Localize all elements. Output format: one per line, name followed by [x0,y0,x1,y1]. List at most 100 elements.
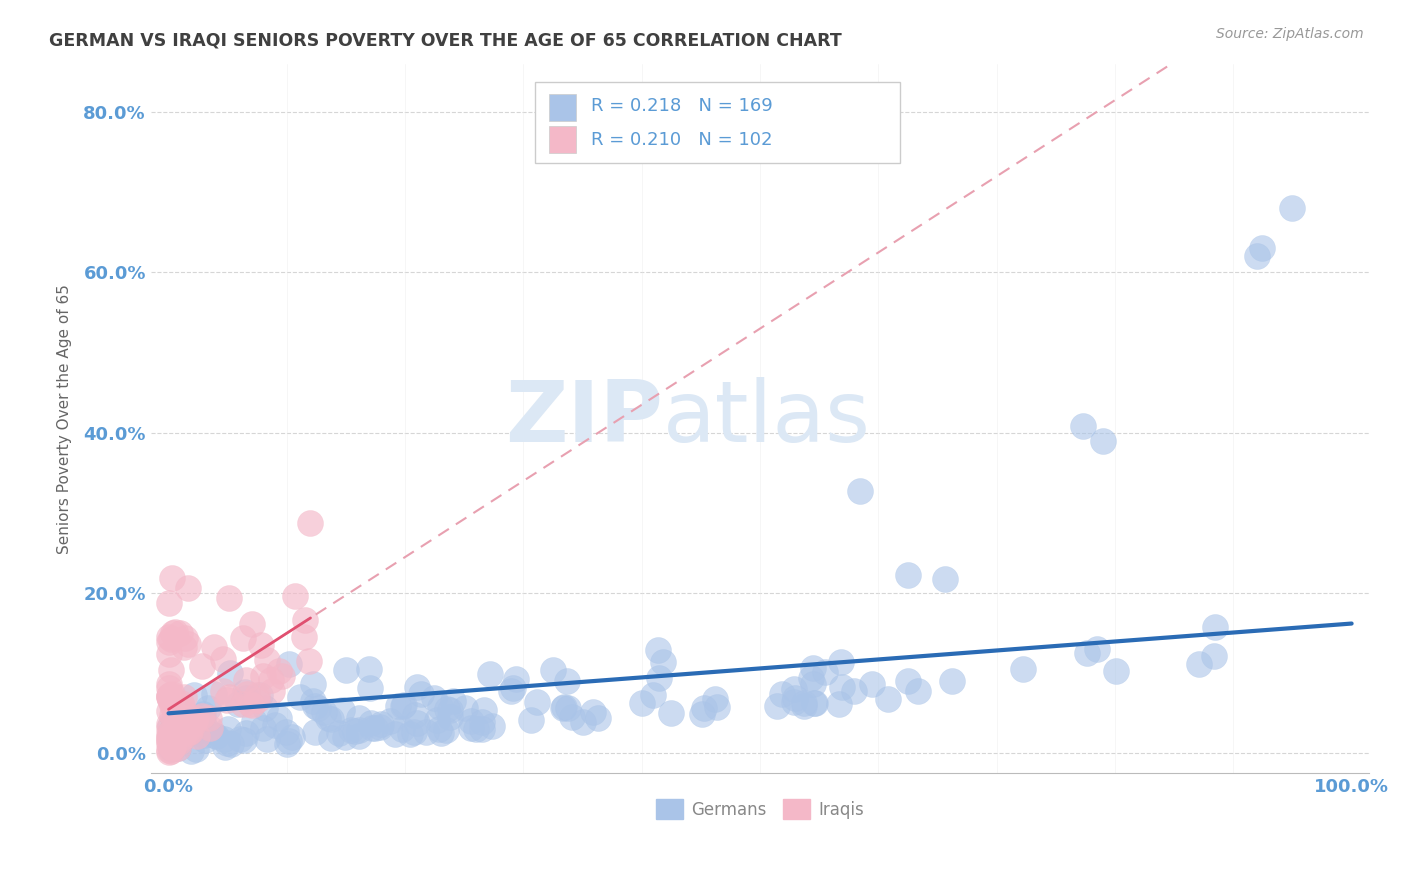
Point [803,696,825,710]
Point [249,688,271,702]
Point [271,669,294,683]
Point [194,733,217,747]
Point [347,711,370,725]
Point [167,741,190,756]
Point [907,683,929,698]
Point [173,720,195,734]
Point [801,661,824,675]
Point [349,723,371,738]
Point [651,655,673,669]
Point [163,731,186,746]
Point [434,723,457,738]
Point [245,688,267,702]
Point [160,738,183,752]
Point [159,688,181,702]
Point [690,707,713,722]
Point [157,631,180,645]
Point [240,617,263,632]
Point [172,731,194,745]
Point [236,687,259,701]
Point [460,714,482,728]
Point [159,731,181,746]
Point [167,723,190,738]
Point [439,710,461,724]
Point [648,671,671,685]
Point [277,657,299,671]
Point [299,516,322,530]
Point [174,631,197,645]
Point [360,715,382,730]
Point [167,740,190,755]
Point [267,711,290,725]
Point [169,721,191,735]
Point [803,677,825,691]
Point [214,740,236,755]
Point [555,674,578,689]
Point [160,738,183,752]
Point [269,665,291,679]
Point [430,726,453,740]
Point [378,714,401,729]
Point [180,712,202,726]
Point [162,626,184,640]
Point [169,625,191,640]
Point [316,711,339,725]
Point [643,688,665,702]
Point [630,697,652,711]
Point [229,732,252,747]
Point [179,724,201,739]
Text: Source: ZipAtlas.com: Source: ZipAtlas.com [1216,27,1364,41]
Point [426,713,449,727]
Point [191,658,214,673]
Point [163,708,186,723]
Point [392,698,415,713]
Point [284,589,307,603]
Point [162,737,184,751]
Point [703,692,725,706]
Point [481,719,503,733]
FancyBboxPatch shape [534,82,900,163]
Point [706,699,728,714]
Point [264,718,287,732]
Point [177,725,200,739]
Point [897,568,920,582]
Point [174,712,197,726]
Point [157,689,180,703]
Point [252,669,274,683]
Point [897,673,920,688]
Point [162,571,184,585]
Point [404,725,426,739]
Point [177,637,200,651]
Point [406,716,429,731]
Point [197,701,219,715]
Point [167,728,190,742]
Point [163,726,186,740]
Point [170,731,193,745]
Point [505,672,527,686]
Point [782,682,804,697]
Point [162,698,184,713]
Point [256,653,278,667]
Point [1246,249,1268,263]
Point [191,709,214,723]
Point [793,696,815,710]
Point [551,701,574,715]
Point [330,703,353,717]
Point [217,722,239,736]
Y-axis label: Seniors Poverty Over the Age of 65: Seniors Poverty Over the Age of 65 [58,284,72,554]
Point [399,727,422,741]
Point [160,707,183,722]
Point [785,690,807,705]
Point [659,706,682,720]
Point [803,696,825,710]
Point [165,726,187,740]
Point [160,739,183,754]
Point [218,591,240,605]
Point [233,732,256,747]
Point [157,731,180,746]
Point [157,743,180,757]
Point [541,664,564,678]
Point [333,730,356,744]
Point [301,694,323,708]
Point [439,703,461,717]
